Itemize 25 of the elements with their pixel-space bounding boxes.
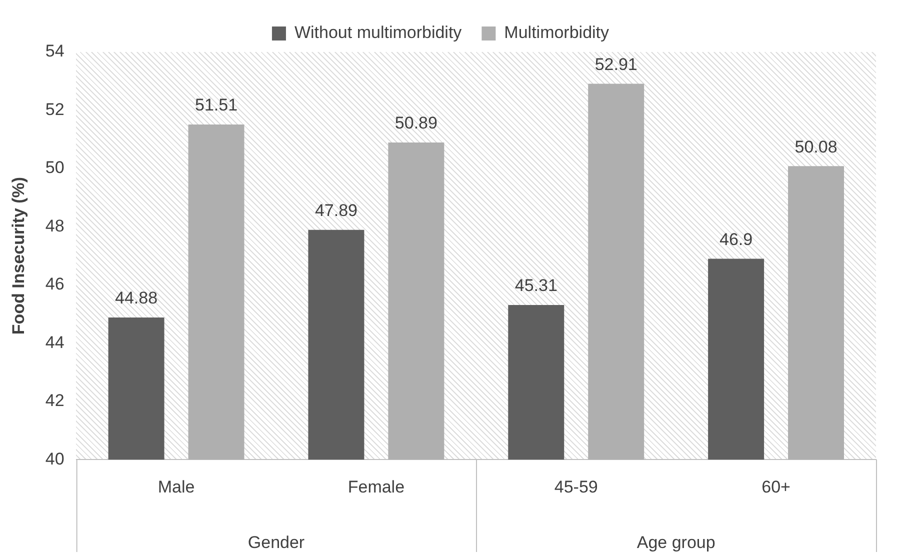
data-label: 50.08 — [794, 137, 838, 156]
text: Age group — [636, 533, 716, 552]
data-label: 50.89 — [394, 114, 438, 133]
data-label: 46.9 — [720, 230, 753, 249]
y-tick-label: 42 — [45, 391, 64, 410]
y-tick-label: 52 — [45, 100, 64, 119]
data-label: 45.31 — [514, 276, 558, 296]
data-label: 52.91 — [594, 54, 638, 74]
data-label: 44.88 — [115, 288, 158, 308]
data-label: 51.51 — [194, 96, 238, 115]
y-axis-title: Food Insecurity (%) — [8, 176, 28, 335]
y-tick-label: 50 — [45, 158, 64, 178]
x-tick-label: 45-59 — [554, 477, 598, 496]
y-tick-label: 44 — [45, 332, 64, 352]
legend-label: Multimorbidity — [504, 23, 610, 42]
y-tick-label: 46 — [45, 274, 64, 294]
x-tick-label: Male — [158, 477, 195, 496]
y-tick-label: 48 — [45, 216, 64, 236]
x-tick-label: Female — [348, 477, 405, 496]
x-tick-label: 60+ — [762, 477, 791, 496]
y-tick-label: 54 — [45, 42, 64, 61]
text: Gender — [248, 533, 305, 552]
y-tick-label: 40 — [45, 449, 64, 468]
data-label: 47.89 — [314, 201, 358, 220]
legend-label: Without multimorbidity — [294, 23, 462, 42]
